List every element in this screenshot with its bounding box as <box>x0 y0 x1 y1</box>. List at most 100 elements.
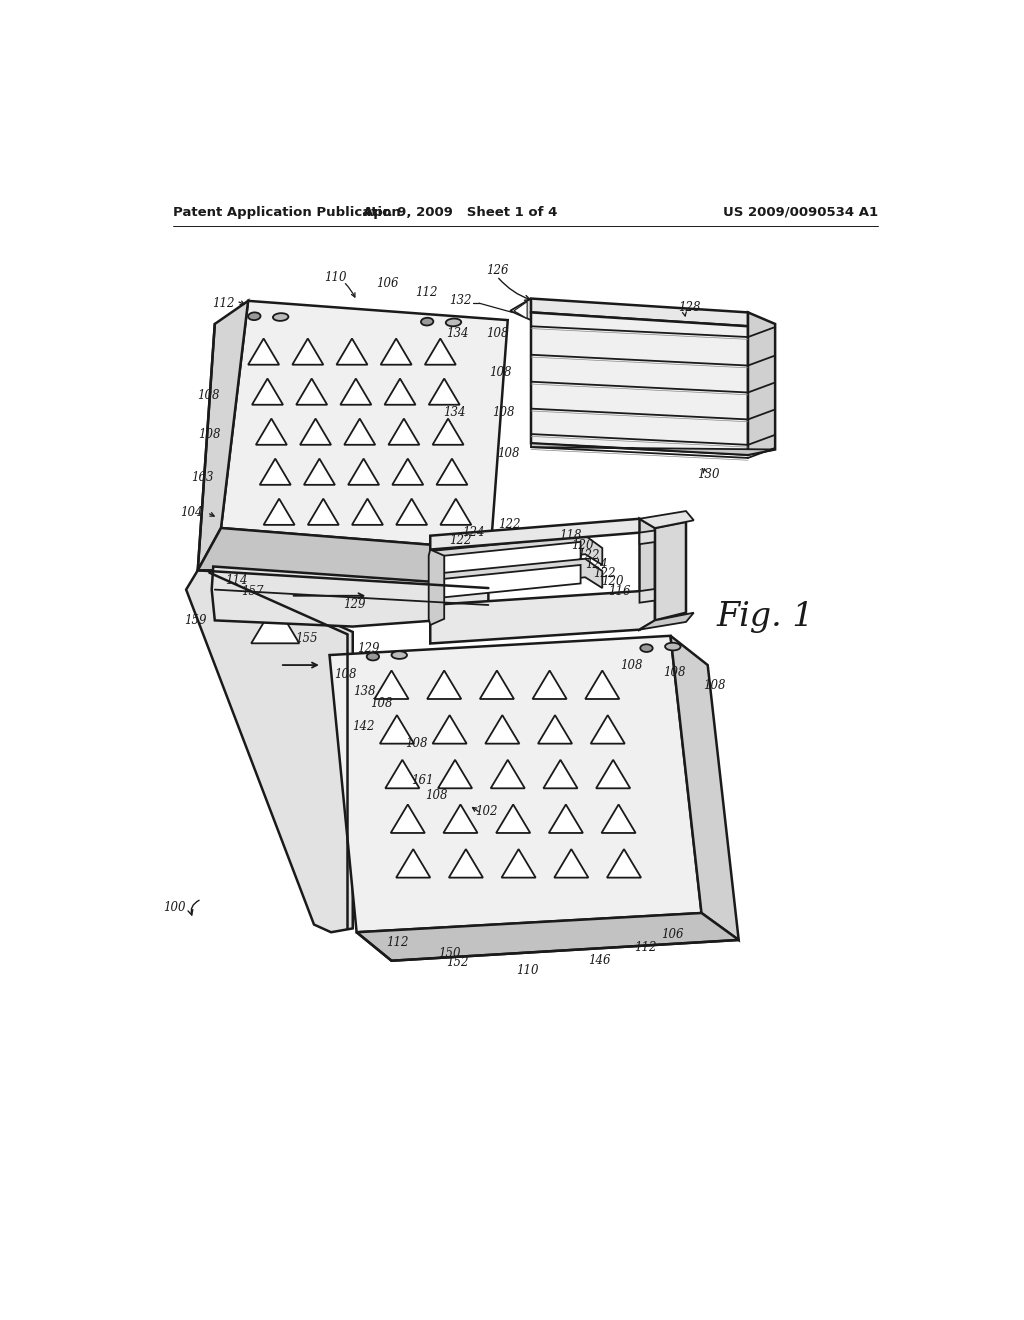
Text: US 2009/0090534 A1: US 2009/0090534 A1 <box>723 206 879 219</box>
Text: 129: 129 <box>357 642 380 655</box>
Text: 152: 152 <box>446 956 469 969</box>
Text: 161: 161 <box>412 774 434 787</box>
Text: 142: 142 <box>352 721 375 733</box>
Ellipse shape <box>665 643 681 651</box>
Text: 108: 108 <box>497 446 519 459</box>
Text: 108: 108 <box>334 668 356 681</box>
Polygon shape <box>490 760 524 788</box>
Text: 106: 106 <box>660 928 683 941</box>
Polygon shape <box>748 313 775 455</box>
Polygon shape <box>591 715 625 743</box>
Text: 108: 108 <box>621 659 643 672</box>
Text: 108: 108 <box>406 737 428 750</box>
Polygon shape <box>640 519 655 630</box>
Polygon shape <box>388 418 420 445</box>
Polygon shape <box>251 603 299 643</box>
Text: 124: 124 <box>462 527 484 539</box>
Polygon shape <box>212 566 488 627</box>
Polygon shape <box>480 671 514 700</box>
Polygon shape <box>531 313 748 455</box>
Polygon shape <box>427 671 461 700</box>
Text: Apr. 9, 2009   Sheet 1 of 4: Apr. 9, 2009 Sheet 1 of 4 <box>362 206 557 219</box>
Polygon shape <box>640 527 686 548</box>
Polygon shape <box>449 849 483 878</box>
Text: 108: 108 <box>425 789 447 803</box>
Text: 112: 112 <box>635 941 657 954</box>
Polygon shape <box>186 570 352 932</box>
Polygon shape <box>296 379 328 405</box>
Ellipse shape <box>367 652 379 660</box>
Polygon shape <box>352 499 383 525</box>
Polygon shape <box>356 913 738 961</box>
Polygon shape <box>671 636 738 940</box>
Polygon shape <box>531 444 775 455</box>
Polygon shape <box>330 636 701 932</box>
Text: 106: 106 <box>377 277 399 290</box>
Text: 120: 120 <box>601 576 624 589</box>
Text: 108: 108 <box>486 327 509 341</box>
Text: 100: 100 <box>164 902 186 915</box>
Text: 114: 114 <box>225 574 248 587</box>
Text: 120: 120 <box>571 539 594 552</box>
Text: 157: 157 <box>241 585 263 598</box>
Text: 124: 124 <box>586 558 608 572</box>
Polygon shape <box>221 301 508 549</box>
Ellipse shape <box>391 651 407 659</box>
Polygon shape <box>538 715 572 743</box>
Polygon shape <box>586 671 620 700</box>
Polygon shape <box>640 511 693 528</box>
Text: 112: 112 <box>212 297 234 310</box>
Text: 108: 108 <box>199 428 221 441</box>
Polygon shape <box>340 379 372 405</box>
Polygon shape <box>607 849 641 878</box>
Text: 116: 116 <box>608 585 631 598</box>
Polygon shape <box>304 458 335 484</box>
Polygon shape <box>601 804 636 833</box>
Polygon shape <box>510 298 531 321</box>
Text: 163: 163 <box>190 471 213 484</box>
Polygon shape <box>385 760 420 788</box>
Polygon shape <box>391 804 425 833</box>
Polygon shape <box>496 804 530 833</box>
Ellipse shape <box>248 313 260 321</box>
Polygon shape <box>380 715 414 743</box>
Polygon shape <box>252 379 283 405</box>
Text: 108: 108 <box>493 407 515 418</box>
Polygon shape <box>198 301 248 570</box>
Text: 108: 108 <box>703 680 726 693</box>
Text: 159: 159 <box>183 614 206 627</box>
Text: 128: 128 <box>678 301 700 314</box>
Polygon shape <box>655 521 686 620</box>
Polygon shape <box>348 458 379 484</box>
Polygon shape <box>430 558 602 593</box>
Polygon shape <box>502 849 536 878</box>
Text: 130: 130 <box>697 467 720 480</box>
Polygon shape <box>430 591 655 644</box>
Polygon shape <box>344 418 375 445</box>
Text: 102: 102 <box>475 805 498 818</box>
Ellipse shape <box>273 313 289 321</box>
Polygon shape <box>430 536 602 570</box>
Ellipse shape <box>421 318 433 326</box>
Polygon shape <box>596 760 630 788</box>
Polygon shape <box>256 418 287 445</box>
Polygon shape <box>381 338 412 364</box>
Polygon shape <box>640 612 693 630</box>
Polygon shape <box>514 302 527 318</box>
Polygon shape <box>544 760 578 788</box>
Text: 112: 112 <box>415 286 437 298</box>
Text: 110: 110 <box>517 964 540 977</box>
Polygon shape <box>425 338 456 364</box>
Text: 122: 122 <box>593 566 615 579</box>
Polygon shape <box>292 338 324 364</box>
Text: 104: 104 <box>180 506 203 519</box>
Ellipse shape <box>445 318 461 326</box>
Polygon shape <box>429 379 460 405</box>
Text: 126: 126 <box>486 264 509 277</box>
Polygon shape <box>337 338 368 364</box>
Text: Patent Application Publication: Patent Application Publication <box>173 206 400 219</box>
Polygon shape <box>198 528 490 589</box>
Polygon shape <box>432 418 464 445</box>
Text: 138: 138 <box>353 685 376 698</box>
Polygon shape <box>444 565 581 598</box>
